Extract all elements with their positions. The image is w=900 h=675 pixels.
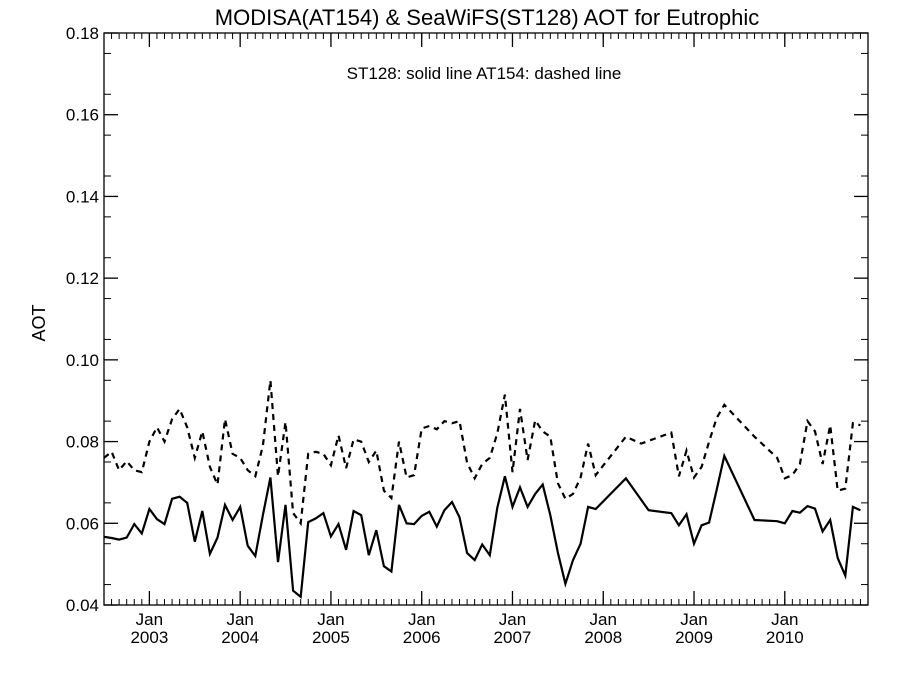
x-axis: Jan2003Jan2004Jan2005Jan2006Jan2007Jan20… bbox=[111, 33, 861, 647]
chart-title: MODISA(AT154) & SeaWiFS(ST128) AOT for E… bbox=[215, 5, 759, 30]
y-tick-label: 0.04 bbox=[66, 596, 99, 615]
x-tick-month-label: Jan bbox=[499, 610, 526, 629]
y-tick-label: 0.16 bbox=[66, 106, 99, 125]
y-tick-label: 0.10 bbox=[66, 351, 99, 370]
x-tick-month-label: Jan bbox=[771, 610, 798, 629]
series-line-at154 bbox=[103, 380, 861, 527]
y-axis: 0.04 0.06 0.08 0.10 0.12 0.14 0.16 0.18 bbox=[66, 24, 868, 615]
x-tick-year-label: 2003 bbox=[130, 628, 168, 647]
x-tick-month-label: Jan bbox=[408, 610, 435, 629]
x-tick-year-label: 2005 bbox=[312, 628, 350, 647]
y-tick-label: 0.06 bbox=[66, 514, 99, 533]
y-tick-label: 0.12 bbox=[66, 269, 99, 288]
x-tick-year-label: 2008 bbox=[584, 628, 622, 647]
plot-frame bbox=[103, 32, 869, 606]
x-tick-month-label: Jan bbox=[226, 610, 253, 629]
y-tick-label: 0.18 bbox=[66, 24, 99, 43]
x-tick-year-label: 2010 bbox=[766, 628, 804, 647]
x-tick-month-label: Jan bbox=[317, 610, 344, 629]
y-tick-label: 0.14 bbox=[66, 187, 99, 206]
y-axis-label: AOT bbox=[29, 304, 49, 341]
x-tick-year-label: 2007 bbox=[494, 628, 532, 647]
x-tick-month-label: Jan bbox=[590, 610, 617, 629]
x-tick-month-label: Jan bbox=[136, 610, 163, 629]
series-group bbox=[103, 380, 861, 599]
series-style-annotation: ST128: solid line AT154: dashed line bbox=[347, 64, 622, 83]
series-line-st128 bbox=[103, 452, 861, 599]
x-tick-month-label: Jan bbox=[680, 610, 707, 629]
y-tick-label: 0.08 bbox=[66, 433, 99, 452]
x-tick-year-label: 2009 bbox=[675, 628, 713, 647]
x-tick-year-label: 2006 bbox=[403, 628, 441, 647]
x-tick-year-label: 2004 bbox=[221, 628, 259, 647]
